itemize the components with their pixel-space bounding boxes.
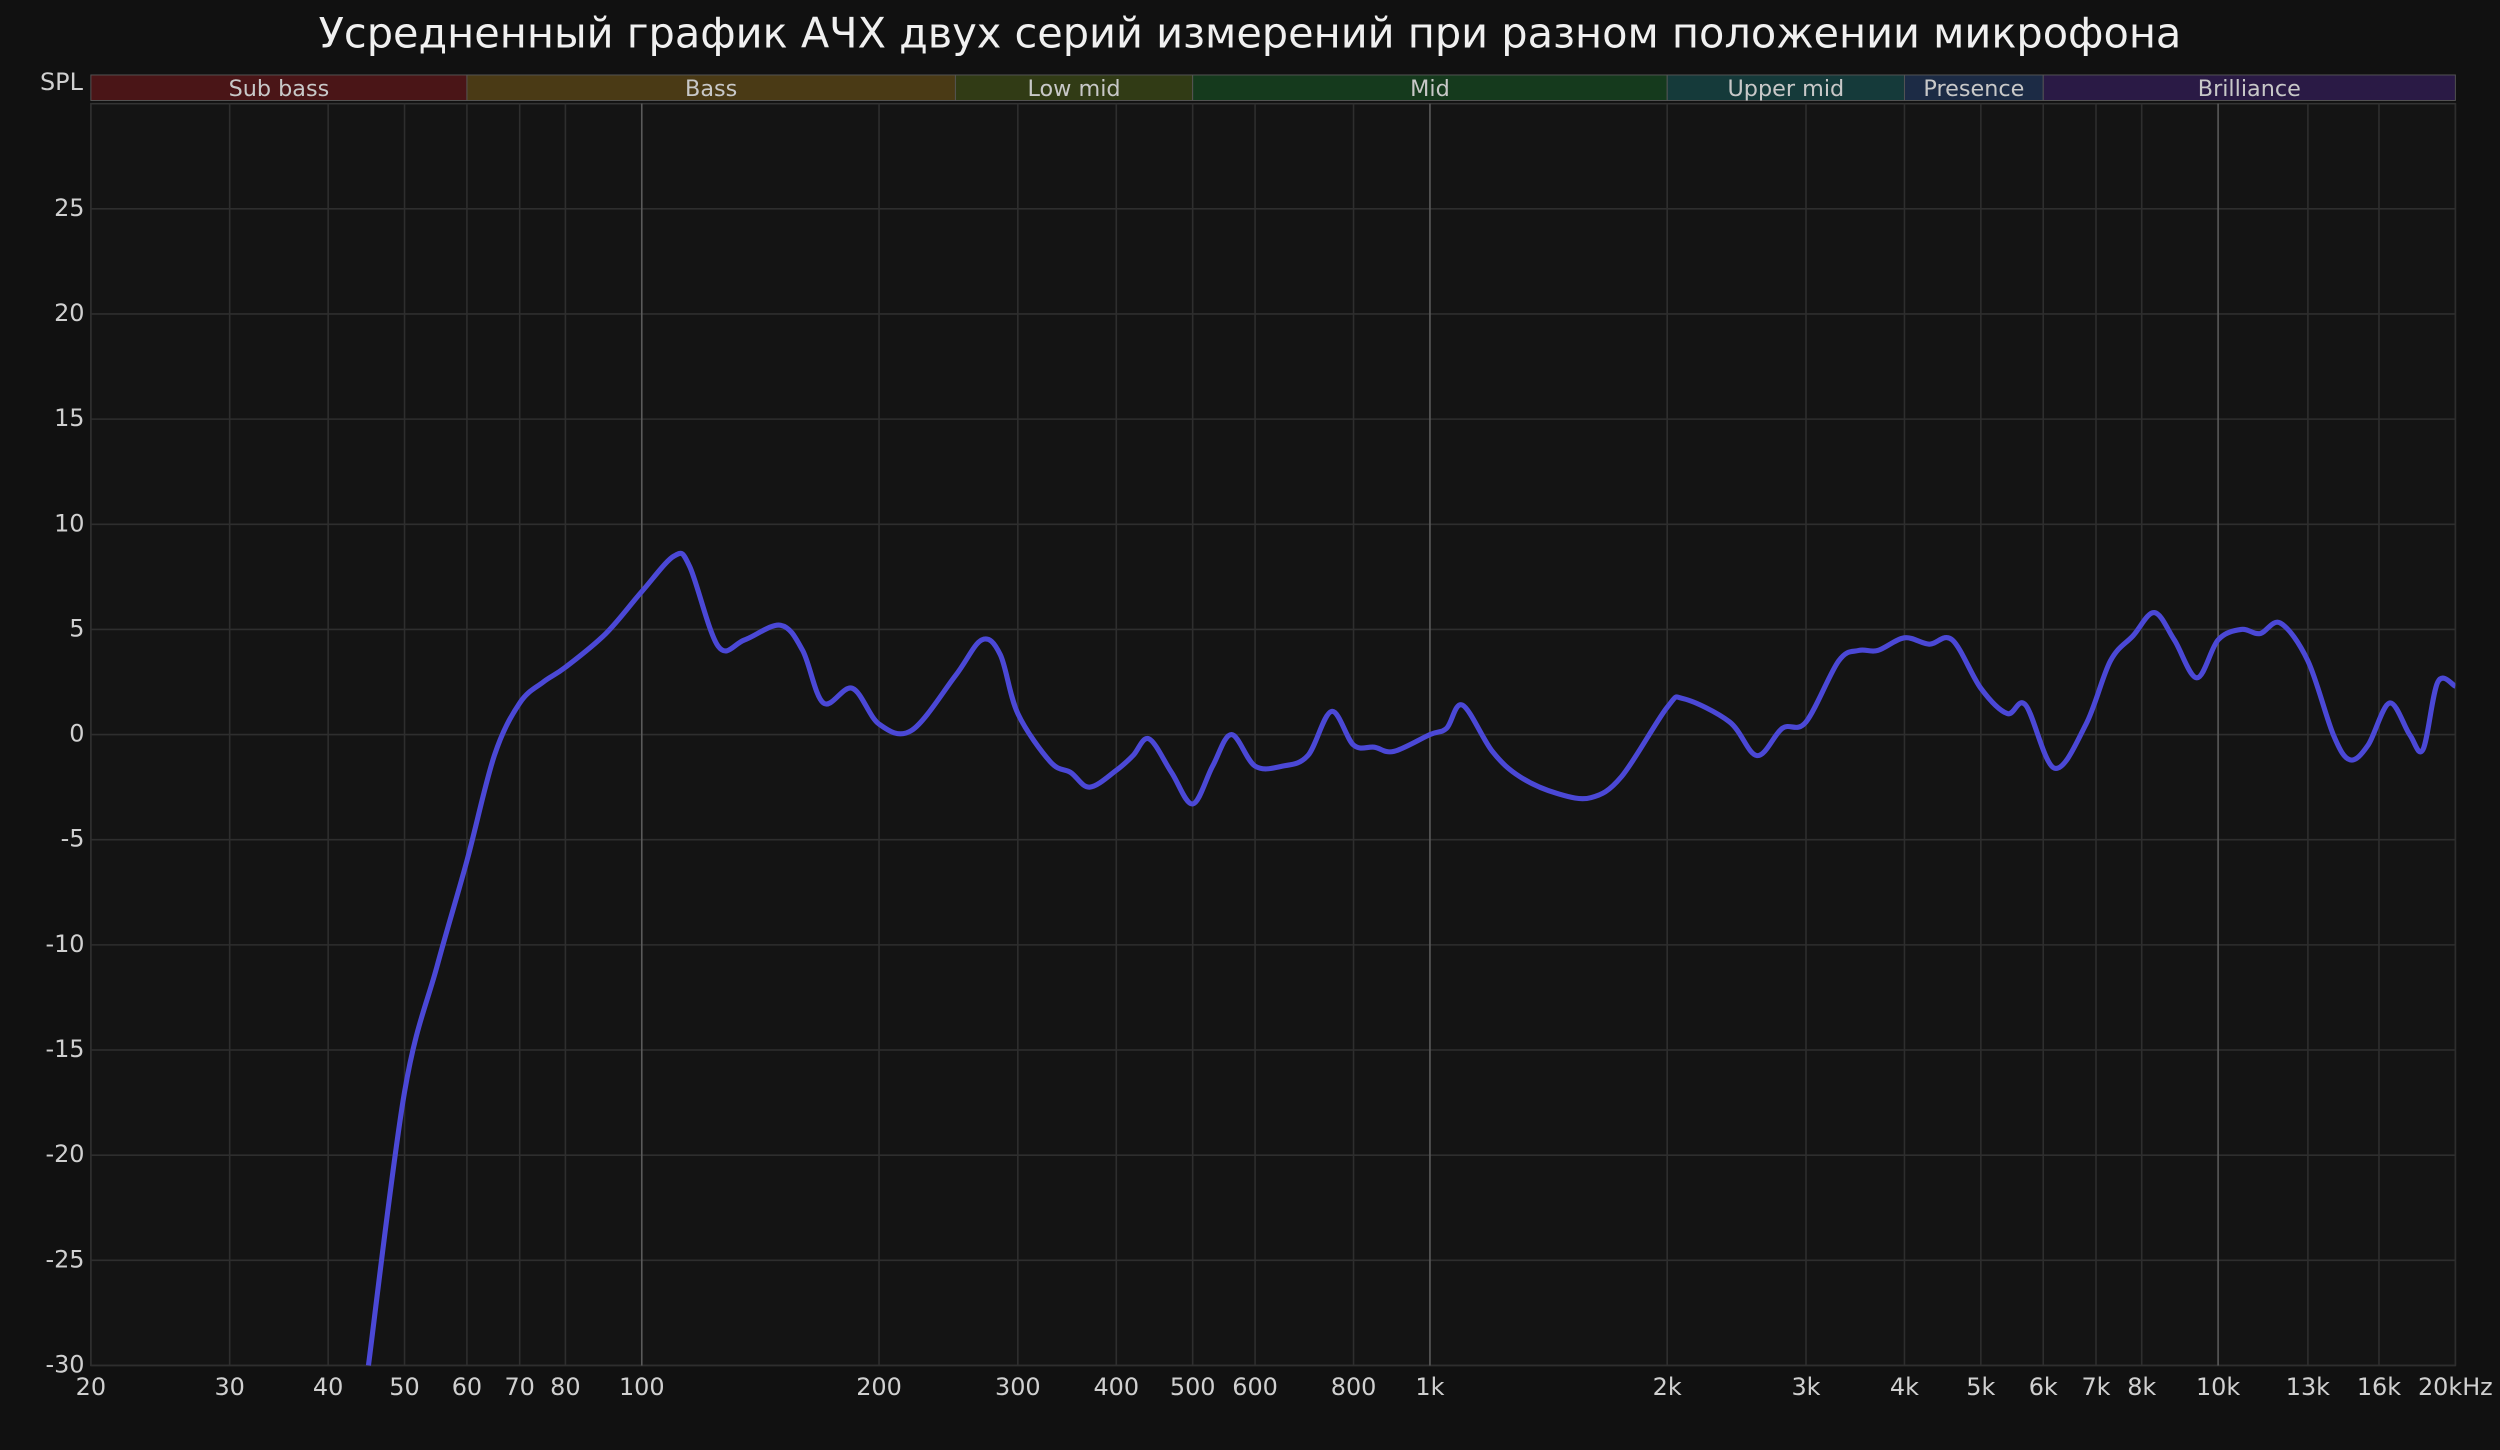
y-tick-label: -30 xyxy=(45,1350,84,1378)
y-tick-label: 5 xyxy=(69,614,84,642)
x-tick-label: 20kHz xyxy=(2418,1373,2493,1401)
x-tick-label: 1k xyxy=(1415,1373,1444,1401)
x-tick-label: 800 xyxy=(1331,1373,1377,1401)
y-axis-label: SPL xyxy=(40,68,84,96)
x-tick-label: 200 xyxy=(856,1373,902,1401)
x-tick-label: 400 xyxy=(1093,1373,1139,1401)
y-tick-label: -20 xyxy=(45,1140,84,1168)
y-tick-label: 0 xyxy=(69,720,84,748)
y-tick-label: -5 xyxy=(61,825,85,853)
x-tick-label: 500 xyxy=(1170,1373,1216,1401)
frequency-response-line xyxy=(365,550,2456,1366)
x-tick-label: 5k xyxy=(1966,1373,1995,1401)
x-tick-label: 10k xyxy=(2196,1373,2240,1401)
band xyxy=(1666,74,1905,101)
x-tick-label: 6k xyxy=(2029,1373,2058,1401)
y-tick-label: 20 xyxy=(54,299,84,327)
band xyxy=(466,74,956,101)
band-label: Mid xyxy=(1410,76,1450,102)
x-tick-label: 100 xyxy=(619,1373,665,1401)
x-tick-label: 80 xyxy=(550,1373,580,1401)
y-tick-label: -10 xyxy=(45,930,84,958)
x-tick-label: 3k xyxy=(1791,1373,1820,1401)
band xyxy=(1192,74,1668,101)
x-tick-label: 40 xyxy=(313,1373,343,1401)
x-tick-label: 30 xyxy=(214,1373,244,1401)
band xyxy=(2042,74,2456,101)
x-tick-label: 50 xyxy=(389,1373,419,1401)
x-tick-label: 70 xyxy=(504,1373,534,1401)
band-label: Low mid xyxy=(1027,76,1120,102)
chart-title: Усредненный график АЧХ двух серий измере… xyxy=(319,10,2182,58)
band xyxy=(90,74,468,101)
x-tick-label: 13k xyxy=(2286,1373,2330,1401)
band-label: Bass xyxy=(685,76,737,102)
x-tick-label: 8k xyxy=(2127,1373,2156,1401)
band-label: Brilliance xyxy=(2198,76,2301,102)
x-tick-label: 4k xyxy=(1890,1373,1919,1401)
band xyxy=(954,74,1194,101)
x-tick-label: 20 xyxy=(76,1373,106,1401)
y-tick-label: -25 xyxy=(45,1245,84,1273)
x-tick-label: 16k xyxy=(2357,1373,2401,1401)
y-tick-label: 25 xyxy=(54,194,84,222)
y-tick-label: 15 xyxy=(54,404,84,432)
y-tick-label: -15 xyxy=(45,1035,84,1063)
band-label: Upper mid xyxy=(1727,76,1844,102)
x-tick-label: 7k xyxy=(2081,1373,2110,1401)
x-tick-label: 300 xyxy=(995,1373,1041,1401)
x-tick-label: 2k xyxy=(1653,1373,1682,1401)
x-tick-label: 600 xyxy=(1232,1373,1278,1401)
y-tick-label: 10 xyxy=(54,509,84,537)
band-label: Sub bass xyxy=(229,76,330,102)
x-tick-label: 60 xyxy=(452,1373,482,1401)
band-label: Presence xyxy=(1923,76,2024,102)
